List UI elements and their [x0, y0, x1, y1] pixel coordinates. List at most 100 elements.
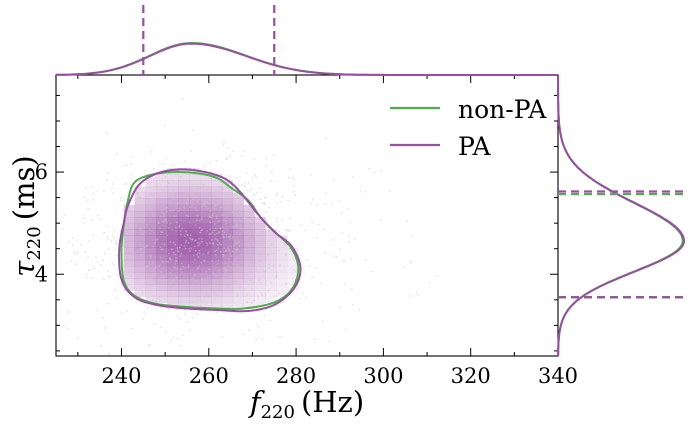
density-cell: [178, 296, 190, 304]
density-cell: [145, 204, 157, 212]
sample-point: [194, 249, 197, 252]
sample-point: [200, 261, 203, 264]
sample-point: [144, 219, 147, 221]
sample-point: [201, 218, 203, 221]
sample-point: [165, 260, 168, 262]
sample-point: [201, 183, 204, 186]
density-cell: [189, 174, 201, 181]
density-cell: [134, 217, 146, 224]
sample-point: [262, 242, 265, 245]
sample-point: [198, 227, 201, 229]
sample-point: [263, 314, 266, 317]
sample-point: [159, 163, 162, 166]
sample-point: [159, 298, 161, 301]
sample-point: [195, 209, 198, 212]
sample-point: [180, 175, 183, 178]
sample-point: [150, 151, 153, 153]
sample-point: [238, 287, 240, 290]
sample-point: [212, 242, 215, 245]
density-cell: [178, 253, 190, 261]
sample-point: [167, 261, 169, 263]
sample-point: [107, 270, 110, 272]
sample-point: [92, 193, 95, 195]
density-cell: [189, 235, 201, 242]
sample-point: [174, 173, 177, 176]
sample-point: [92, 233, 95, 236]
density-cell: [221, 278, 234, 285]
sample-point: [267, 289, 270, 292]
sample-point: [170, 248, 173, 251]
sample-point: [218, 242, 221, 244]
sample-point: [190, 150, 192, 153]
sample-point: [320, 281, 323, 284]
density-cell: [134, 278, 146, 285]
density-cell: [167, 192, 179, 199]
sample-point: [236, 280, 238, 282]
legend: non-PA PA: [390, 95, 547, 161]
sample-point: [198, 252, 201, 255]
density-cell: [178, 192, 190, 199]
sample-point: [232, 266, 235, 269]
density-cell: [211, 180, 223, 187]
sample-point: [352, 303, 354, 306]
sample-point: [230, 255, 233, 257]
sample-point: [345, 328, 348, 331]
sample-point: [228, 249, 231, 252]
sample-point: [168, 194, 171, 197]
sample-point: [338, 200, 341, 203]
sample-point: [210, 188, 212, 191]
sample-point: [256, 324, 259, 327]
sample-point: [181, 97, 184, 100]
sample-point: [68, 311, 70, 313]
sample-point: [173, 189, 175, 191]
density-cell: [167, 253, 179, 261]
sample-point: [233, 258, 236, 261]
sample-point: [256, 240, 259, 243]
sample-point: [171, 280, 174, 283]
sample-point: [209, 268, 212, 271]
density-cell: [221, 210, 234, 218]
sample-point: [250, 187, 253, 190]
sample-point: [172, 241, 175, 244]
sample-point: [159, 227, 161, 229]
sample-point: [250, 302, 253, 304]
sample-point: [136, 267, 139, 270]
density-cell: [156, 266, 168, 273]
sample-point: [272, 265, 275, 268]
density-cell: [200, 284, 212, 291]
sample-point: [192, 198, 194, 201]
sample-point: [341, 212, 343, 215]
sample-point: [250, 251, 253, 254]
density-cell: [156, 235, 168, 242]
density-cell: [200, 235, 212, 242]
sample-point: [201, 206, 203, 208]
sample-point: [374, 171, 376, 174]
sample-point: [125, 252, 128, 255]
sample-point: [292, 178, 295, 181]
sample-point: [136, 250, 139, 253]
sample-point: [270, 180, 273, 182]
sample-point: [256, 191, 258, 194]
x-marginal-kde-0: [56, 41, 558, 76]
sample-point: [99, 218, 102, 220]
sample-point: [285, 282, 287, 285]
sample-point: [204, 285, 207, 288]
sample-point: [95, 255, 97, 258]
sample-point: [288, 168, 291, 171]
sample-point: [155, 186, 158, 189]
sample-point: [268, 267, 270, 269]
x-tick-label: 300: [363, 364, 403, 388]
sample-point: [113, 229, 116, 232]
density-cell: [232, 278, 244, 285]
sample-point: [162, 215, 165, 218]
sample-point: [293, 268, 295, 271]
sample-point: [184, 241, 187, 244]
density-cell: [221, 247, 234, 255]
sample-point: [241, 184, 244, 186]
sample-point: [216, 204, 219, 207]
sample-point: [324, 137, 327, 140]
sample-point: [209, 221, 212, 224]
sample-point: [209, 210, 212, 213]
sample-point: [257, 295, 259, 297]
sample-point: [144, 246, 147, 248]
